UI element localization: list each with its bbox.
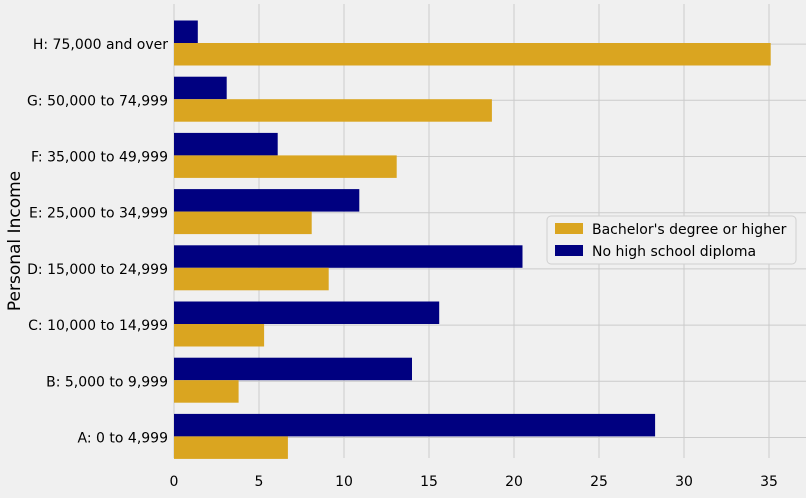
legend-box bbox=[546, 215, 797, 265]
x-tick-label: 15 bbox=[420, 474, 438, 490]
legend-label: No high school diploma bbox=[592, 244, 756, 260]
bar-no-high-school-diploma bbox=[174, 132, 278, 156]
legend-swatch bbox=[555, 245, 583, 256]
x-tick-labels: 0 5 10 15 20 25 30 35 bbox=[170, 474, 778, 490]
x-tick-label: 5 bbox=[255, 474, 264, 490]
y-tick-label: F: 35,000 to 49,999 bbox=[31, 150, 168, 166]
bars bbox=[174, 20, 771, 459]
y-tick-label: G: 50,000 to 74,999 bbox=[27, 93, 168, 109]
y-tick-label: B: 5,000 to 9,999 bbox=[46, 374, 168, 390]
legend-swatch bbox=[555, 223, 583, 234]
bar-no-high-school-diploma bbox=[174, 413, 656, 437]
y-axis-label: Personal Income bbox=[5, 171, 25, 311]
bar-no-high-school-diploma bbox=[174, 301, 440, 324]
y-tick-label: C: 10,000 to 14,999 bbox=[28, 318, 168, 334]
bar-bachelors-degree bbox=[174, 155, 397, 178]
bar-bachelors-degree bbox=[174, 211, 312, 235]
bar-bachelors-degree bbox=[174, 99, 492, 122]
bar-bachelors-degree bbox=[174, 436, 288, 459]
bar-bachelors-degree bbox=[174, 267, 329, 291]
bar-no-high-school-diploma bbox=[174, 76, 227, 100]
y-tick-labels: A: 0 to 4,999 B: 5,000 to 9,999 C: 10,000 … bbox=[27, 37, 168, 446]
bar-no-high-school-diploma bbox=[174, 189, 360, 212]
bar-no-high-school-diploma bbox=[174, 20, 198, 43]
bar-no-high-school-diploma bbox=[174, 245, 523, 268]
x-tick-label: 20 bbox=[505, 474, 523, 490]
y-tick-label: A: 0 to 4,999 bbox=[78, 431, 168, 447]
legend: Bachelor's degree or higher No high schoo… bbox=[546, 215, 797, 265]
x-tick-label: 0 bbox=[170, 474, 179, 490]
x-tick-label: 10 bbox=[335, 474, 353, 490]
y-tick-label: D: 15,000 to 24,999 bbox=[27, 262, 168, 278]
x-tick-label: 30 bbox=[675, 474, 693, 490]
y-tick-label: H: 75,000 and over bbox=[33, 37, 168, 53]
x-tick-label: 25 bbox=[590, 474, 608, 490]
x-tick-label: 35 bbox=[760, 474, 778, 490]
bar-bachelors-degree bbox=[174, 324, 265, 347]
bar-bachelors-degree bbox=[174, 380, 239, 403]
bar-bachelors-degree bbox=[174, 43, 771, 66]
y-tick-label: E: 25,000 to 34,999 bbox=[29, 206, 168, 222]
legend-label: Bachelor's degree or higher bbox=[592, 222, 787, 238]
bar-no-high-school-diploma bbox=[174, 357, 412, 381]
